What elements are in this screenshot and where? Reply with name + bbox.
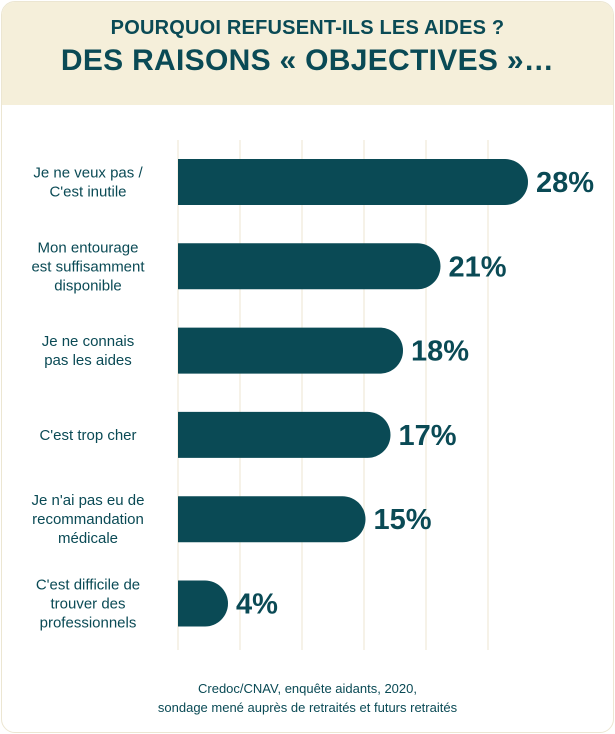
category-label-line: Je ne veux pas / [33, 165, 143, 182]
category-label-3: Je ne connais pas les aides [42, 333, 135, 369]
source-line-2: sondage mené auprès de retraités et futu… [157, 700, 458, 715]
value-label-3: 18% [411, 336, 469, 368]
category-label-line: recommandation [32, 511, 144, 528]
category-label-line: Je n'ai pas eu de [32, 492, 145, 509]
bar-4 [178, 411, 391, 458]
header-banner: POURQUOI REFUSENT-ILS LES AIDES ? DES RA… [2, 2, 613, 105]
category-label-1: Je ne veux pas / C'est inutile [33, 165, 143, 201]
source-line-1: Credoc/CNAV, enquête aidants, 2020, [198, 681, 417, 696]
bar-5 [178, 496, 366, 543]
category-label-line: pas les aides [44, 352, 132, 369]
source-note: Credoc/CNAV, enquête aidants, 2020, sond… [0, 679, 615, 717]
category-label-5: Je n'ai pas eu de recommandation médicale [32, 492, 145, 547]
category-label-line: trouver des [50, 596, 125, 613]
chart-subtitle: POURQUOI REFUSENT-ILS LES AIDES ? [110, 17, 505, 39]
bar-2 [178, 243, 441, 290]
category-label-line: disponible [54, 277, 122, 294]
category-label-6: C'est difficile de trouver des professionn… [36, 577, 140, 632]
category-label-line: C'est difficile de [36, 577, 140, 594]
bar-6 [178, 580, 229, 627]
category-label-line: Mon entourage [38, 239, 139, 256]
category-label-line: Je ne connais [42, 333, 135, 350]
value-label-2: 21% [449, 251, 507, 283]
category-label-4: C'est trop cher [39, 427, 136, 444]
category-label-line: C'est inutile [49, 184, 126, 201]
category-label-line: médicale [58, 530, 118, 547]
category-label-line: C'est trop cher [39, 427, 136, 444]
bar-1 [178, 159, 528, 205]
value-label-5: 15% [374, 504, 432, 536]
category-label-line: professionnels [40, 615, 137, 632]
category-label-line: est suffisamment [31, 258, 145, 275]
category-label-2: Mon entourage est suffisamment disponible [31, 239, 145, 294]
chart-title: DES RAISONS « OBJECTIVES »… [60, 44, 555, 77]
value-label-4: 17% [399, 420, 457, 452]
bar-3 [178, 327, 404, 374]
value-label-1: 28% [536, 167, 594, 199]
value-label-6: 4% [236, 589, 278, 621]
